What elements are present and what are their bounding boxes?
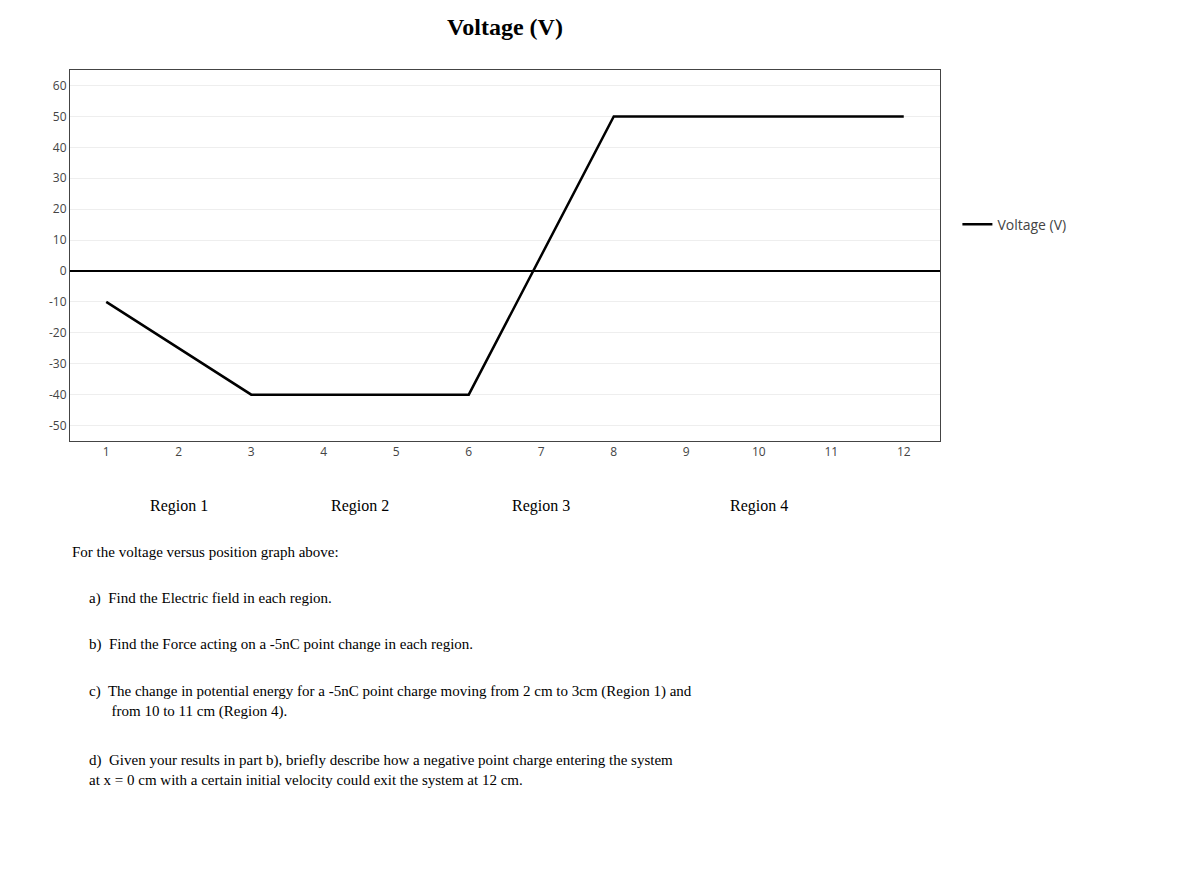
svg-text:1: 1: [103, 443, 110, 460]
svg-text:Region 3: Region 3: [512, 497, 570, 515]
svg-text:Region 1: Region 1: [150, 497, 208, 515]
svg-text:d) Given your results in part: d) Given your results in part b), briefl…: [89, 752, 673, 788]
svg-text:30: 30: [53, 169, 67, 186]
svg-text:5: 5: [393, 443, 400, 460]
svg-text:0: 0: [60, 262, 67, 279]
svg-text:11: 11: [824, 443, 838, 460]
svg-text:4: 4: [320, 443, 327, 460]
svg-text:2: 2: [175, 443, 182, 460]
svg-text:Region 4: Region 4: [730, 497, 788, 515]
svg-text:8: 8: [610, 443, 617, 460]
svg-text:b) Find the Force acting on a: b) Find the Force acting on a -5nC point…: [89, 636, 473, 653]
svg-text:-20: -20: [49, 324, 67, 341]
svg-text:Region 2: Region 2: [331, 497, 389, 515]
svg-text:6: 6: [465, 443, 472, 460]
svg-text:12: 12: [897, 443, 911, 460]
svg-text:9: 9: [683, 443, 690, 460]
svg-text:60: 60: [53, 77, 67, 94]
svg-text:20: 20: [53, 200, 67, 217]
svg-text:c) The change in potential en: c) The change in potential energy for a …: [89, 683, 692, 720]
svg-text:Voltage (V): Voltage (V): [447, 14, 563, 40]
svg-text:40: 40: [53, 139, 67, 156]
svg-text:10: 10: [752, 443, 766, 460]
svg-text:50: 50: [53, 108, 67, 125]
svg-text:7: 7: [538, 443, 545, 460]
svg-text:For the voltage versus positio: For the voltage versus position graph ab…: [72, 544, 339, 560]
svg-text:-40: -40: [49, 386, 67, 403]
svg-text:-50: -50: [49, 417, 67, 434]
svg-text:3: 3: [248, 443, 255, 460]
svg-text:10: 10: [53, 231, 67, 248]
svg-text:Voltage (V): Voltage (V): [997, 215, 1066, 234]
svg-text:-10: -10: [49, 293, 67, 310]
svg-text:a) Find the Electric field in: a) Find the Electric field in each regio…: [89, 590, 332, 607]
svg-text:-30: -30: [49, 355, 67, 372]
